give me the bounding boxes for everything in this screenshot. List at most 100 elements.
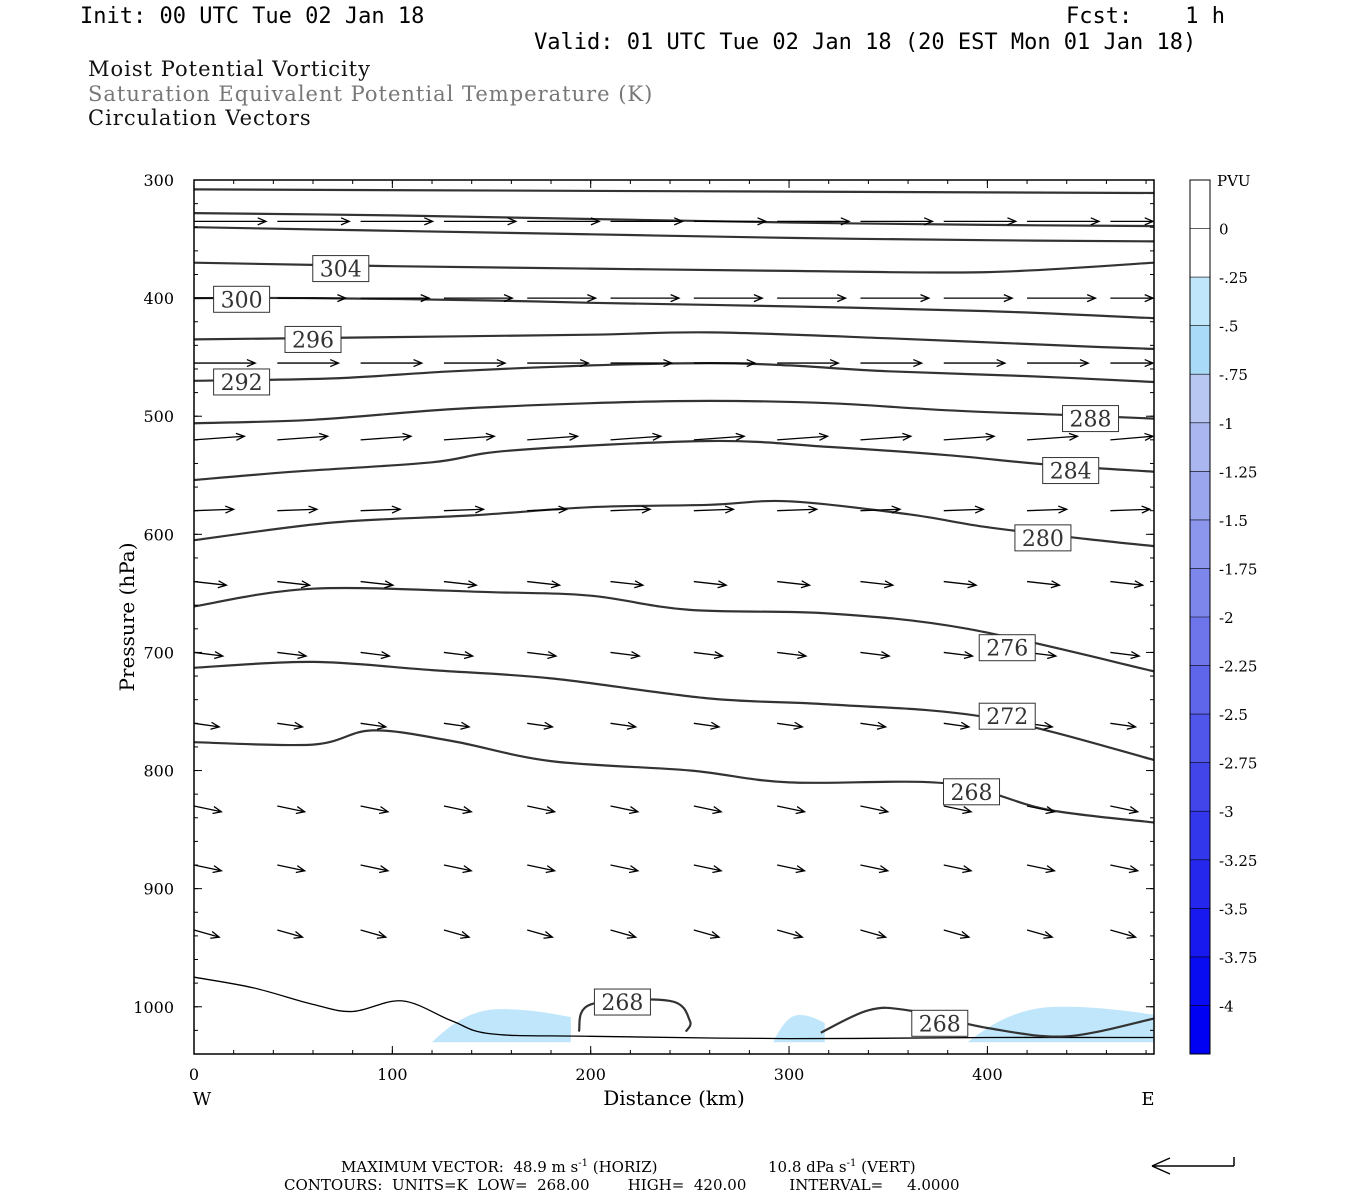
isentrope-layer xyxy=(193,188,1155,1038)
vector-4-2 xyxy=(360,505,402,514)
vector-7-2 xyxy=(360,721,388,730)
y-tick-label-900: 900 xyxy=(143,880,174,899)
vector-2-2 xyxy=(360,358,424,368)
pv-area-0 xyxy=(432,1009,571,1043)
vector-1-4 xyxy=(527,294,598,303)
vector-4-1 xyxy=(277,505,319,514)
vector-9-6 xyxy=(693,864,723,874)
vector-9-7 xyxy=(777,864,807,874)
scale-tick-label-3: -.75 xyxy=(1219,366,1248,384)
vector-6-8 xyxy=(860,650,891,660)
vector-8-9 xyxy=(943,805,973,815)
vector-layer xyxy=(193,217,1155,939)
isentrope-268-13 xyxy=(577,998,692,1033)
vector-1-10 xyxy=(1027,294,1098,303)
axes-layer: 300 400 500 600 700 800 900 1000 0 100 200 300 400 Di… xyxy=(115,171,1155,1110)
vector-0-6 xyxy=(693,217,768,226)
scale-swatch-12 xyxy=(1190,762,1210,812)
init-time: Init: 00 UTC Tue 02 Jan 18 xyxy=(80,4,425,29)
vector-5-10 xyxy=(1026,580,1062,589)
vector-4-7 xyxy=(777,505,819,514)
scale-tick-label-8: -2 xyxy=(1219,609,1234,627)
scale-tick-label-0: 0 xyxy=(1219,221,1229,239)
contour-label-box-6 xyxy=(213,368,271,396)
vector-8-11 xyxy=(1110,805,1140,815)
scale-swatch-5 xyxy=(1190,422,1210,472)
vector-10-6 xyxy=(693,929,721,939)
vector-8-5 xyxy=(610,805,640,815)
contour-label-box-9 xyxy=(1014,524,1072,552)
contour-label-6: 292 xyxy=(221,371,263,396)
vector-8-10 xyxy=(1026,805,1057,815)
y-tick-label-400: 400 xyxy=(143,289,174,308)
vector-4-3 xyxy=(443,505,486,514)
vector-9-10 xyxy=(1026,864,1057,874)
vector-5-9 xyxy=(943,580,978,589)
isentrope-276-10 xyxy=(193,586,1155,673)
vector-10-2 xyxy=(360,929,388,939)
scale-swatch-16 xyxy=(1190,956,1210,1006)
vector-0-9 xyxy=(943,217,1018,226)
vector-0-0 xyxy=(194,217,268,226)
scale-swatch-8 xyxy=(1190,568,1210,618)
vector-0-10 xyxy=(1027,217,1101,226)
vector-2-10 xyxy=(1027,358,1090,368)
isentrope-284-8 xyxy=(193,439,1155,482)
vector-8-8 xyxy=(860,805,890,815)
scale-tick-label-10: -2.5 xyxy=(1219,706,1248,724)
vector-3-1 xyxy=(277,432,330,441)
scale-tick-label-7: -1.75 xyxy=(1219,560,1257,578)
vector-8-2 xyxy=(360,805,390,815)
vector-4-4 xyxy=(527,505,569,514)
vector-10-9 xyxy=(943,929,971,939)
scale-swatch-11 xyxy=(1190,714,1210,764)
vector-10-4 xyxy=(527,929,555,939)
vector-1-1 xyxy=(277,294,348,303)
scale-tick-label-4: -1 xyxy=(1219,415,1234,433)
y-tick-label-600: 600 xyxy=(143,525,174,544)
vector-0-8 xyxy=(860,217,935,226)
vector-5-2 xyxy=(360,580,395,589)
vector-7-0 xyxy=(193,721,221,730)
vector-5-5 xyxy=(610,580,645,589)
vector-4-11 xyxy=(1110,505,1152,514)
plot-frame xyxy=(193,179,1155,1055)
scale-tick-label-6: -1.5 xyxy=(1219,512,1248,530)
scale-swatch-2 xyxy=(1190,277,1210,327)
vector-6-3 xyxy=(443,650,475,660)
scale-tick-label-5: -1.25 xyxy=(1219,463,1257,481)
scale-swatch-15 xyxy=(1190,908,1210,958)
vector-6-11 xyxy=(1110,650,1141,660)
vector-5-8 xyxy=(860,580,895,589)
scale-swatch-13 xyxy=(1190,811,1210,861)
contour-label-box-4 xyxy=(213,285,271,313)
vector-8-4 xyxy=(527,805,557,815)
y-axis-label: Pressure (hPa) xyxy=(115,543,139,692)
vector-4-9 xyxy=(943,505,986,514)
vector-0-4 xyxy=(527,217,601,226)
vector-1-8 xyxy=(860,294,931,303)
vector-10-11 xyxy=(1110,929,1138,939)
vector-7-7 xyxy=(777,721,804,730)
vector-0-5 xyxy=(610,217,685,226)
vector-0-7 xyxy=(777,217,851,226)
vector-2-1 xyxy=(277,358,341,368)
scale-swatch-17 xyxy=(1190,1005,1210,1055)
isentrope-292-6 xyxy=(193,361,1155,384)
terrain-layer xyxy=(193,976,1155,1040)
contour-label-14: 268 xyxy=(919,1012,961,1037)
contour-label-13: 268 xyxy=(601,991,643,1016)
x-tick-label-100: 100 xyxy=(377,1065,408,1084)
vector-10-8 xyxy=(860,929,888,939)
vector-1-6 xyxy=(693,294,764,303)
scale-unit-label: PVU xyxy=(1217,172,1251,190)
vector-10-1 xyxy=(277,929,305,939)
contour-label-box-13 xyxy=(593,988,651,1016)
pv-color-scale: PVU 0 -.25 -.5 -.75 -1 -1.25 -1.5 -1.75 -2 -2.25 -2… xyxy=(1189,172,1257,1055)
contour-label-box-12 xyxy=(943,778,1001,806)
vector-10-7 xyxy=(776,929,804,939)
vector-6-0 xyxy=(193,650,225,660)
contour-label-5: 296 xyxy=(292,328,334,353)
field-title-theta-es: Saturation Equivalent Potential Temperat… xyxy=(88,82,654,106)
vector-9-2 xyxy=(360,864,390,874)
